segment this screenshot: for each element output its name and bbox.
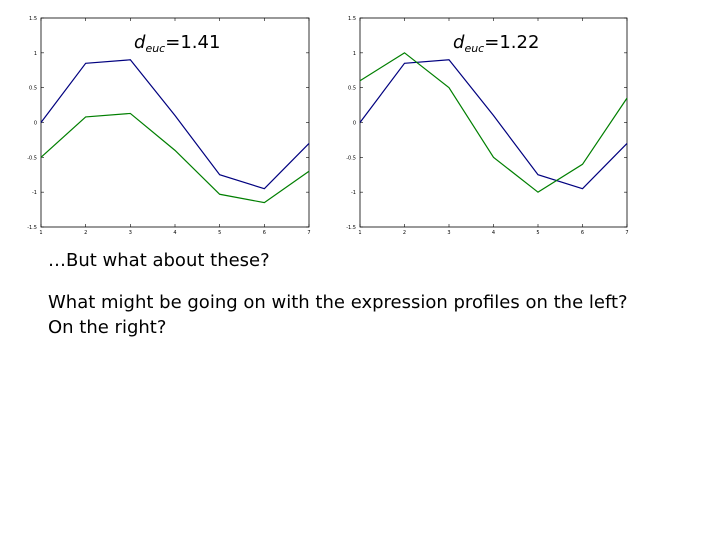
x-tick-label: 6 — [263, 230, 266, 236]
y-tick-label: 1.5 — [29, 16, 37, 22]
x-tick-label: 5 — [218, 230, 221, 236]
series-line-2 — [359, 52, 628, 193]
x-tick-label: 5 — [536, 230, 539, 236]
annotation-var: d — [453, 32, 465, 53]
x-tick-label: 3 — [447, 230, 450, 236]
y-tick-label: 1 — [353, 51, 356, 57]
x-tick-label: 3 — [129, 230, 132, 236]
y-tick-label: -1.5 — [27, 225, 37, 231]
charts-area: -1.5-1-0.500.511.51 2 3 4 5 6 7deuc=1.41-1.5-1… — [27, 16, 628, 236]
chart-2: -1.5 -1 -0.5 0 0.5 1 1.5 1 2 3 4 5 6 7 deuc=1.22 — [346, 16, 628, 236]
distance-annotation: deuc=1.22 — [453, 32, 539, 55]
y-tick-label: 0.5 — [348, 86, 356, 92]
x-tick-label: 4 — [492, 230, 495, 236]
series-line-2 — [40, 112, 310, 204]
y-tick-label: -0.5 — [27, 155, 37, 161]
x-tick-label: 7 — [625, 230, 628, 236]
x-tick-label: 4 — [173, 230, 176, 236]
y-tick-label: -1.5 — [346, 225, 356, 231]
x-tick-label: 1 — [39, 230, 42, 236]
y-tick-label: 0 — [34, 121, 37, 127]
x-tick-label: 6 — [581, 230, 584, 236]
series-line-1 — [40, 59, 310, 190]
chart-1: -1.5 -1 -0.5 0 0.5 1 1.5 1 2 3 4 5 6 7 deuc=1.41 — [27, 16, 310, 236]
distance-annotation: deuc=1.41 — [134, 32, 220, 55]
series-line-1 — [359, 59, 628, 190]
y-tick-label: 1.5 — [348, 16, 356, 22]
annotation-sub: euc — [464, 42, 484, 55]
y-tick-label: -1 — [32, 190, 37, 196]
annotation-sub: euc — [145, 42, 165, 55]
annotation-value: =1.22 — [484, 32, 539, 53]
y-tick-label: -0.5 — [346, 155, 356, 161]
x-tick-label: 2 — [403, 230, 406, 236]
question-intro: …But what about these? — [48, 250, 270, 271]
x-tick-label: 1 — [358, 230, 361, 236]
x-tick-label: 7 — [307, 230, 310, 236]
annotation-var: d — [134, 32, 146, 53]
y-tick-label: -1 — [351, 190, 356, 196]
annotation-value: =1.41 — [165, 32, 220, 53]
x-tick-label: 2 — [84, 230, 87, 236]
y-tick-label: 0 — [353, 121, 356, 127]
y-tick-label: 1 — [34, 51, 37, 57]
question-body: What might be going on with the expressi… — [48, 292, 628, 338]
y-tick-label: 0.5 — [29, 86, 37, 92]
